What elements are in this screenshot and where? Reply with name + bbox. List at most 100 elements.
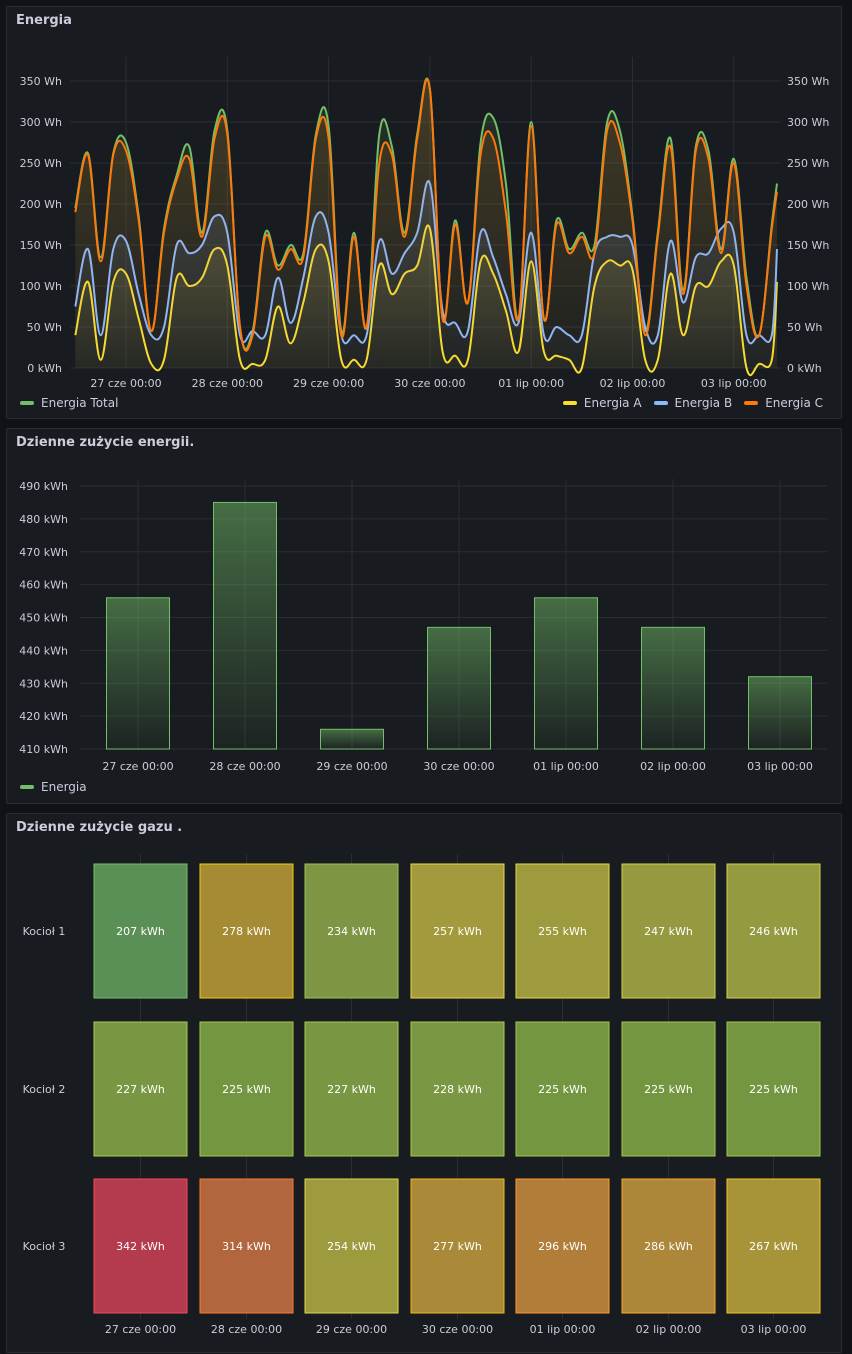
x-tick-label: 03 lip 00:00: [741, 1323, 807, 1336]
cell-value: 225 kWh: [538, 1083, 587, 1096]
cell-value: 207 kWh: [116, 925, 165, 938]
daily-energy-panel: Dzienne zużycie energii. 410 kWh 420 kWh 4…: [6, 428, 842, 804]
row-label: Kocioł 3: [23, 1240, 66, 1253]
y-tick-label-left: 100 Wh: [20, 280, 62, 293]
heatmap-cell[interactable]: [93, 1021, 188, 1157]
y-tick-label-left: 350 Wh: [20, 75, 62, 88]
x-tick-label: 29 cze 00:00: [316, 760, 387, 773]
y-tick-label-right: 200 Wh: [787, 198, 829, 211]
cell-value: 286 kWh: [644, 1240, 693, 1253]
cell-value: 257 kWh: [433, 925, 482, 938]
legend-label: Energia Total: [41, 396, 119, 410]
energia-panel: Energia 0 kWh 0 kWh 50 Wh 50 Wh 100 Wh 100 Wh…: [6, 6, 842, 419]
y-tick-label-right: 50 Wh: [787, 321, 822, 334]
y-tick-label: 410 kWh: [19, 743, 68, 756]
heatmap-cell[interactable]: [304, 1178, 399, 1314]
heatmap-cell[interactable]: [621, 1021, 716, 1157]
y-tick-label-left: 250 Wh: [20, 157, 62, 170]
bar: [106, 597, 170, 750]
cell-value: 342 kWh: [116, 1240, 165, 1253]
y-tick-label: 490 kWh: [19, 480, 68, 493]
x-tick-label: 27 cze 00:00: [90, 377, 161, 390]
y-tick-label: 480 kWh: [19, 513, 68, 526]
y-tick-label-right: 100 Wh: [787, 280, 829, 293]
cell-value: 228 kWh: [433, 1083, 482, 1096]
heatmap-cell[interactable]: [199, 1021, 294, 1157]
heatmap-cell[interactable]: [410, 1021, 505, 1157]
daily-gas-heatmap[interactable]: Kocioł 1 207 kWh 278 kWh 234 kWh 257 kWh 255 …: [7, 814, 843, 1354]
cell-value: 225 kWh: [644, 1083, 693, 1096]
row-label: Kocioł 2: [23, 1083, 66, 1096]
heatmap-cell[interactable]: [621, 1178, 716, 1314]
legend-left: Energia Total: [20, 396, 118, 410]
y-tick-label: 420 kWh: [19, 710, 68, 723]
cell-value: 296 kWh: [538, 1240, 587, 1253]
cell-value: 247 kWh: [644, 925, 693, 938]
y-tick-label-left: 50 Wh: [27, 321, 62, 334]
x-tick-label: 29 cze 00:00: [316, 1323, 387, 1336]
heatmap-cell[interactable]: [199, 1178, 294, 1314]
heatmap-cell[interactable]: [199, 863, 294, 999]
cell-value: 278 kWh: [222, 925, 271, 938]
series-line-energia-c: [74, 78, 778, 352]
x-tick-label: 30 cze 00:00: [422, 1323, 493, 1336]
x-tick-label: 29 cze 00:00: [293, 377, 364, 390]
y-tick-label-left: 0 kWh: [27, 362, 62, 375]
cell-value: 234 kWh: [327, 925, 376, 938]
legend-item-energia-b[interactable]: Energia B: [653, 396, 733, 410]
legend-label: Energia C: [765, 396, 823, 410]
bar: [534, 597, 598, 750]
x-tick-label: 02 lip 00:00: [600, 377, 666, 390]
y-tick-label: 470 kWh: [19, 546, 68, 559]
legend-item-energia[interactable]: Energia: [20, 780, 87, 794]
x-tick-label: 01 lip 00:00: [530, 1323, 596, 1336]
heatmap-cell[interactable]: [93, 863, 188, 999]
y-tick-label-left: 200 Wh: [20, 198, 62, 211]
cell-value: 314 kWh: [222, 1240, 271, 1253]
cell-value: 255 kWh: [538, 925, 587, 938]
legend: Energia: [20, 780, 87, 794]
heatmap-cell[interactable]: [726, 1021, 821, 1157]
panel-title: Dzienne zużycie energii.: [16, 435, 195, 450]
bar: [320, 728, 384, 750]
bar: [427, 626, 491, 750]
heatmap-cell[interactable]: [726, 1178, 821, 1314]
legend-item-energia-total[interactable]: Energia Total: [20, 396, 118, 410]
heatmap-cell[interactable]: [621, 863, 716, 999]
x-tick-label: 28 cze 00:00: [192, 377, 263, 390]
legend-swatch: [20, 401, 34, 405]
legend-right: Energia A Energia B Energia C: [562, 396, 823, 410]
legend-item-energia-c[interactable]: Energia C: [744, 396, 823, 410]
x-tick-label: 30 cze 00:00: [423, 760, 494, 773]
legend-label: Energia B: [674, 396, 733, 410]
x-tick-label: 03 lip 00:00: [701, 377, 767, 390]
cell-value: 225 kWh: [222, 1083, 271, 1096]
energia-time-series-chart[interactable]: 0 kWh 0 kWh 50 Wh 50 Wh 100 Wh 100 Wh 150 Wh 15…: [7, 7, 843, 420]
heatmap-cell[interactable]: [515, 863, 610, 999]
heatmap-cell[interactable]: [304, 1021, 399, 1157]
x-tick-label: 01 lip 00:00: [498, 377, 564, 390]
cell-value: 277 kWh: [433, 1240, 482, 1253]
y-tick-label-left: 300 Wh: [20, 116, 62, 129]
y-tick-label-right: 150 Wh: [787, 239, 829, 252]
daily-energy-bar-chart[interactable]: 410 kWh 420 kWh 430 kWh 440 kWh 450 kWh 460 k…: [7, 429, 843, 805]
heatmap-cell[interactable]: [410, 863, 505, 999]
heatmap-cell[interactable]: [93, 1178, 188, 1314]
heatmap-cell[interactable]: [515, 1021, 610, 1157]
row-label: Kocioł 1: [23, 925, 66, 938]
y-tick-label: 440 kWh: [19, 644, 68, 657]
panel-title: Energia: [16, 13, 72, 28]
heatmap-cell[interactable]: [515, 1178, 610, 1314]
bar: [748, 676, 812, 750]
heatmap-cell[interactable]: [726, 863, 821, 999]
heatmap-cell[interactable]: [304, 863, 399, 999]
legend-label: Energia: [41, 780, 87, 794]
x-tick-label: 01 lip 00:00: [533, 760, 599, 773]
legend-swatch: [562, 401, 577, 405]
heatmap-cell[interactable]: [410, 1178, 505, 1314]
legend-swatch: [744, 401, 759, 405]
legend-item-energia-a[interactable]: Energia A: [562, 396, 642, 410]
legend-swatch: [653, 401, 668, 405]
x-tick-label: 02 lip 00:00: [640, 760, 706, 773]
x-tick-label: 27 cze 00:00: [105, 1323, 176, 1336]
